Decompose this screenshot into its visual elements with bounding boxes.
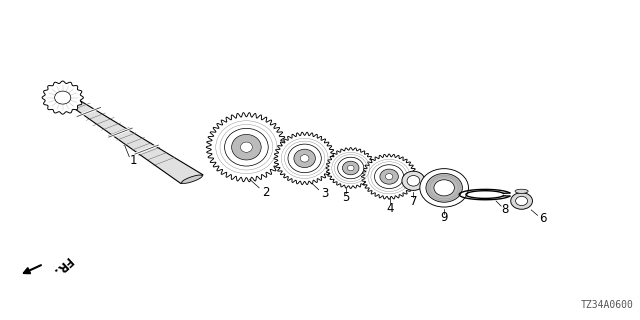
- Text: 8: 8: [501, 204, 509, 216]
- Ellipse shape: [348, 165, 354, 171]
- Polygon shape: [326, 148, 376, 188]
- Ellipse shape: [434, 180, 454, 196]
- Polygon shape: [50, 88, 203, 183]
- Ellipse shape: [300, 155, 309, 162]
- Text: 7: 7: [410, 195, 417, 208]
- Text: 5: 5: [342, 191, 349, 204]
- Ellipse shape: [374, 165, 404, 188]
- Ellipse shape: [338, 157, 364, 179]
- Ellipse shape: [241, 142, 252, 152]
- Ellipse shape: [516, 196, 527, 205]
- Text: 2: 2: [262, 186, 269, 198]
- Ellipse shape: [402, 171, 425, 190]
- Ellipse shape: [511, 193, 532, 209]
- Text: 3: 3: [321, 187, 328, 200]
- Ellipse shape: [407, 175, 420, 186]
- Text: 6: 6: [539, 212, 547, 225]
- Polygon shape: [206, 113, 287, 182]
- Ellipse shape: [182, 175, 202, 183]
- Ellipse shape: [288, 144, 321, 173]
- Ellipse shape: [294, 149, 316, 168]
- Text: 4: 4: [387, 202, 394, 214]
- Ellipse shape: [515, 189, 528, 193]
- Ellipse shape: [420, 169, 468, 207]
- Ellipse shape: [385, 174, 393, 180]
- Text: 1: 1: [129, 155, 137, 167]
- Text: TZ34A0600: TZ34A0600: [580, 300, 634, 310]
- Text: FR.: FR.: [49, 254, 74, 278]
- Polygon shape: [42, 81, 83, 114]
- Ellipse shape: [380, 169, 398, 184]
- Polygon shape: [274, 132, 335, 185]
- Ellipse shape: [54, 91, 71, 104]
- Ellipse shape: [225, 128, 268, 166]
- Ellipse shape: [342, 161, 359, 175]
- Text: 9: 9: [440, 211, 448, 224]
- Ellipse shape: [426, 173, 462, 202]
- Ellipse shape: [232, 134, 261, 160]
- Polygon shape: [362, 154, 417, 199]
